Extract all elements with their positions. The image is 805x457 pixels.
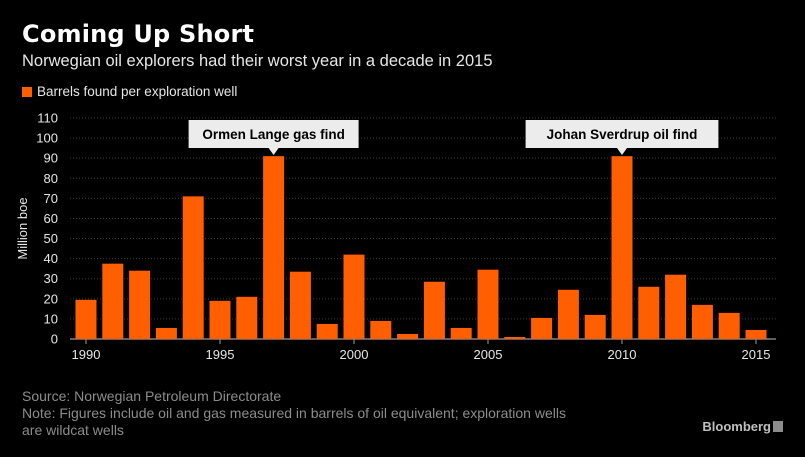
y-tick-label: 40 <box>44 251 58 266</box>
x-tick-label: 2015 <box>742 347 771 362</box>
x-tick-label: 2000 <box>340 347 369 362</box>
brand-icon <box>773 421 783 432</box>
bar-2007 <box>531 317 553 339</box>
bar-chart: 0 10 20 30 40 50 60 70 80 90 100 110 Million boe 1990… <box>15 111 776 362</box>
annotation-box <box>188 120 359 148</box>
legend: Barrels found per exploration well <box>22 84 237 99</box>
x-tick-label: 2005 <box>474 347 503 362</box>
y-tick-label: 20 <box>44 291 58 306</box>
y-tick-label: 70 <box>44 191 58 206</box>
x-tick-label: 1990 <box>72 347 101 362</box>
source-line: Source: Norwegian Petroleum Directorate <box>22 388 282 404</box>
bar-2012 <box>665 274 687 339</box>
annotation-pointer <box>617 148 627 155</box>
annotation-box <box>525 120 719 148</box>
y-tick-label: 110 <box>37 111 58 126</box>
y-tick-label: 30 <box>44 271 58 286</box>
bar-2000 <box>343 254 365 339</box>
y-tick-label: 90 <box>44 151 58 166</box>
bar-1999 <box>316 323 338 339</box>
y-tick-label: 100 <box>36 131 58 146</box>
y-axis-label: Million boe <box>15 197 30 259</box>
chart-title: Coming Up Short <box>22 20 255 48</box>
y-tick-label: 50 <box>44 231 58 246</box>
bar-2004 <box>450 327 472 339</box>
legend-swatch <box>22 86 32 97</box>
bar-1996 <box>236 296 258 339</box>
bar-2005 <box>477 269 499 339</box>
x-tick-label: 1995 <box>206 347 235 362</box>
bar-1994 <box>182 196 204 339</box>
bar-2008 <box>557 289 579 339</box>
bar-2006 <box>504 336 526 339</box>
bar-2010 <box>611 156 633 339</box>
bar-1992 <box>129 270 151 339</box>
bar-2011 <box>638 286 660 339</box>
y-tick-label: 60 <box>44 211 58 226</box>
note-line-1: Note: Figures include oil and gas measur… <box>22 405 566 421</box>
chart-subtitle: Norwegian oil explorers had their worst … <box>22 52 493 70</box>
brand-logo: Bloomberg <box>702 419 771 434</box>
bar-1995 <box>209 300 231 339</box>
bar-1997 <box>263 156 285 339</box>
bar-1993 <box>155 327 177 339</box>
bar-1990 <box>75 299 97 339</box>
bar-2009 <box>584 314 606 339</box>
y-tick-label: 0 <box>51 332 58 347</box>
bar-2013 <box>691 304 713 339</box>
y-tick-label: 80 <box>44 171 58 186</box>
annotation-label: Johan Sverdrup oil find <box>547 127 698 142</box>
bar-2003 <box>423 281 445 339</box>
bar-2002 <box>397 333 419 339</box>
footnote: Source: Norwegian Petroleum Directorate … <box>22 388 566 439</box>
annotation-pointer <box>268 148 279 155</box>
x-tick-label: 2010 <box>608 347 637 362</box>
bar-1998 <box>289 271 311 339</box>
bar-2015 <box>745 329 767 339</box>
annotation-label: Ormen Lange gas find <box>202 127 345 142</box>
y-tick-label: 10 <box>44 311 58 326</box>
note-line-2: are wildcat wells <box>22 422 124 438</box>
bar-1991 <box>102 263 124 339</box>
bar-2014 <box>718 312 740 339</box>
bar-2001 <box>370 320 392 339</box>
legend-label: Barrels found per exploration well <box>37 84 238 99</box>
